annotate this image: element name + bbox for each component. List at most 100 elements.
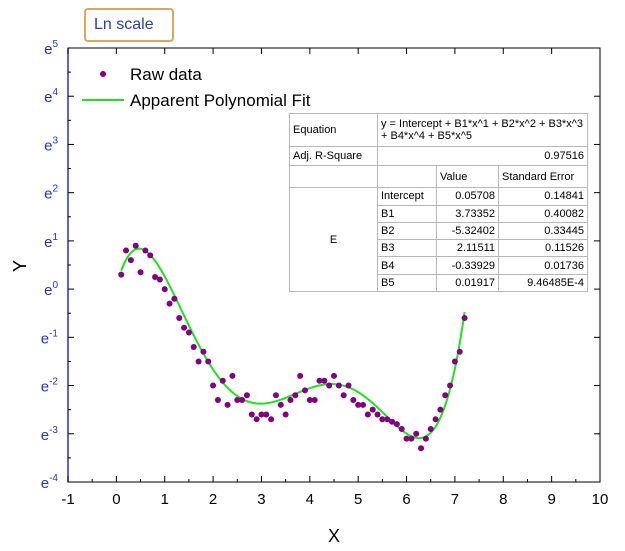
param-se: 0.33445 [498,221,588,241]
data-point [326,382,333,389]
y-tick-label: e-4 [41,473,59,492]
y-axis-label: Y [10,260,30,272]
x-tick-label: 4 [306,491,314,508]
data-point [432,416,439,423]
data-point [437,406,444,413]
param-value: -0.33929 [436,256,499,275]
data-point [239,397,246,404]
data-point [123,247,130,254]
param-value: 0.05708 [436,187,499,206]
data-point [451,358,458,365]
data-point [118,271,125,278]
data-point [176,315,183,322]
data-point [335,382,342,389]
legend-marker-raw-data [100,71,106,77]
table-row: Equation y = Intercept + B1*x^1 + B2*x^2… [289,113,588,147]
data-point [393,421,400,428]
param-name: B3 [377,239,437,258]
y-tick-label: e-3 [41,425,59,444]
param-name: B4 [377,256,437,275]
param-se: 0.11526 [498,239,588,258]
data-point [195,358,202,365]
data-point [258,411,265,418]
param-value: 0.01917 [436,273,499,293]
data-point [190,343,197,350]
callout-text: Ln scale [94,16,154,33]
y-tick-label: e-2 [41,377,59,396]
y-tick-label: e1 [44,232,58,251]
data-point [374,411,381,418]
table-row: Value Standard Error [289,164,588,189]
data-point [229,372,236,379]
y-tick-label: e5 [44,39,58,58]
data-point [210,382,217,389]
group-label: E [289,187,378,292]
data-point [398,425,405,432]
data-point [282,411,289,418]
x-tick-label: 0 [112,491,120,508]
scatter-points-layer [118,242,468,452]
x-tick-label: 5 [354,491,362,508]
data-point [205,358,212,365]
data-point [403,435,410,442]
x-tick-label: 8 [499,491,507,508]
param-se: 0.40082 [498,204,588,223]
equation-text: y = Intercept + B1*x^1 + B2*x^2 + B3*x^3… [377,113,588,147]
legend-label-fit: Apparent Polynomial Fit [130,91,311,110]
data-point [408,435,415,442]
param-se: 0.14841 [498,187,588,206]
data-point [277,401,284,408]
table-row: B4 -0.33929 0.01736 [290,256,588,275]
param-se: 0.01736 [498,256,588,275]
data-point [350,397,357,404]
x-tick-label: 1 [161,491,169,508]
data-point [340,392,347,399]
table-row: B2 -5.32402 0.33445 [290,221,588,241]
param-value: 3.73352 [436,204,499,223]
data-point [166,300,173,307]
table-row: B1 3.73352 0.40082 [290,204,588,223]
x-tick-label: 6 [402,491,410,508]
data-point [292,392,299,399]
y-tick-label: e3 [44,135,58,154]
data-point [152,274,159,281]
data-point [311,397,318,404]
param-value: 2.11511 [436,239,499,258]
param-se: 9.46485E-4 [498,273,588,293]
data-point [389,418,396,425]
data-point [447,382,454,389]
param-name: B5 [377,273,437,293]
data-point [181,324,188,331]
data-point [461,315,468,322]
y-tick-label: e4 [44,87,58,106]
data-point [268,416,275,423]
data-point [224,401,231,408]
adj-r-square-label: Adj. R-Square [289,145,378,166]
legend-label-raw-data: Raw data [130,65,202,84]
data-point [243,392,250,399]
data-point [263,411,270,418]
data-point [137,269,144,276]
param-name: Intercept [377,187,437,206]
x-tick-label: 9 [547,491,555,508]
empty-cell [377,164,437,189]
x-tick-label: 10 [592,491,609,508]
table-row: B3 2.11511 0.11526 [290,239,588,258]
data-point [321,377,328,384]
x-tick-label: -1 [61,491,74,508]
data-point [147,252,154,259]
data-point [200,348,207,355]
y-tick-label: e-1 [41,328,59,347]
data-point [234,397,241,404]
y-tick-label: e0 [44,280,58,299]
adj-r-square-value: 0.97516 [377,145,588,166]
data-point [132,242,139,249]
data-point [156,276,163,283]
data-point [287,397,294,404]
data-point [355,401,362,408]
data-point [369,406,376,413]
col-header-value: Value [436,164,499,189]
fit-results-table: Equation y = Intercept + B1*x^1 + B2*x^2… [289,113,588,293]
table-row: E Intercept 0.05708 0.14841 [289,187,588,292]
